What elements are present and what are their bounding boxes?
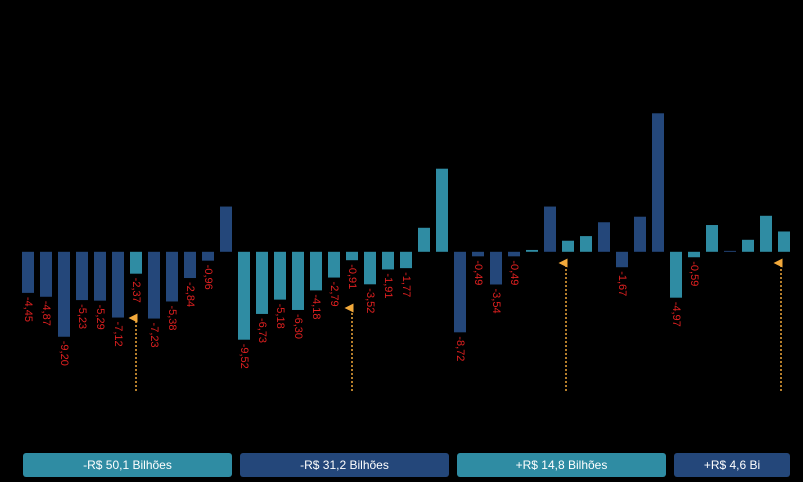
bar xyxy=(382,251,394,270)
bar xyxy=(310,251,322,291)
value-label: -3,54 xyxy=(490,288,502,313)
group-box xyxy=(240,453,449,477)
group-label: +R$ 14,8 Bilhões xyxy=(516,458,608,472)
value-label: -1,67 xyxy=(616,271,628,296)
bar xyxy=(202,251,214,261)
value-label: -3,52 xyxy=(364,288,376,313)
bar xyxy=(616,251,628,268)
bar xyxy=(634,216,646,252)
bar xyxy=(544,206,556,252)
value-label: -4,97 xyxy=(670,302,682,327)
value-label: -6,73 xyxy=(256,318,268,343)
arrows xyxy=(128,258,783,391)
value-label: -9,52 xyxy=(238,344,250,369)
value-label: -0,49 xyxy=(472,260,484,285)
bar xyxy=(508,251,520,257)
group-label: +R$ 4,6 Bi xyxy=(704,458,760,472)
value-label: -2,37 xyxy=(130,278,142,303)
bar xyxy=(742,239,754,252)
bar xyxy=(22,251,34,293)
bar xyxy=(418,227,430,252)
group-box xyxy=(457,453,666,477)
bar xyxy=(436,168,448,252)
value-label: -5,38 xyxy=(166,305,178,330)
bar xyxy=(688,251,700,258)
bar xyxy=(454,251,466,333)
value-label: -1,91 xyxy=(382,273,394,298)
bar xyxy=(112,251,124,318)
group-label: -R$ 31,2 Bilhões xyxy=(300,458,389,472)
bar xyxy=(670,251,682,298)
value-label: -2,84 xyxy=(184,282,196,307)
value-label: -8,72 xyxy=(454,336,466,361)
bar xyxy=(760,215,772,252)
value-label: -1,77 xyxy=(400,272,412,297)
bar xyxy=(166,251,178,302)
bar xyxy=(580,236,592,252)
value-label: -5,18 xyxy=(274,304,286,329)
bar xyxy=(328,251,340,278)
bar xyxy=(652,113,664,252)
bar xyxy=(562,240,574,252)
value-label: -9,20 xyxy=(58,341,70,366)
bar xyxy=(292,251,304,310)
value-label: -4,45 xyxy=(22,297,34,322)
value-label: -0,59 xyxy=(688,261,700,286)
value-label: -0,91 xyxy=(346,264,358,289)
bar xyxy=(274,251,286,300)
bar xyxy=(346,251,358,261)
bar xyxy=(58,251,70,337)
bar xyxy=(598,222,610,252)
group-label: -R$ 50,1 Bilhões xyxy=(83,458,172,472)
value-label: -4,87 xyxy=(40,301,52,326)
bar xyxy=(148,251,160,319)
bar xyxy=(526,249,538,252)
bar xyxy=(94,251,106,301)
bar xyxy=(400,251,412,269)
bar xyxy=(724,250,736,252)
group-box xyxy=(674,453,790,477)
value-label: -4,18 xyxy=(310,294,322,319)
bar xyxy=(256,251,268,314)
bar xyxy=(238,251,250,340)
value-label: -2,79 xyxy=(328,282,340,307)
bar xyxy=(40,251,52,297)
value-label: -5,23 xyxy=(76,304,88,329)
value-label: -7,23 xyxy=(148,323,160,348)
value-label: -7,12 xyxy=(112,322,124,347)
value-label: -5,29 xyxy=(94,305,106,330)
bar xyxy=(778,231,790,252)
value-label: -0,96 xyxy=(202,265,214,290)
bar xyxy=(76,251,88,301)
bar xyxy=(490,251,502,285)
bar xyxy=(220,206,232,252)
value-label: -6,30 xyxy=(292,314,304,339)
bar xyxy=(472,251,484,257)
bar xyxy=(364,251,376,285)
group-box xyxy=(23,453,232,477)
bar xyxy=(706,225,718,252)
bar xyxy=(184,251,196,279)
bar xyxy=(130,251,142,274)
value-label: -0,49 xyxy=(508,260,520,285)
